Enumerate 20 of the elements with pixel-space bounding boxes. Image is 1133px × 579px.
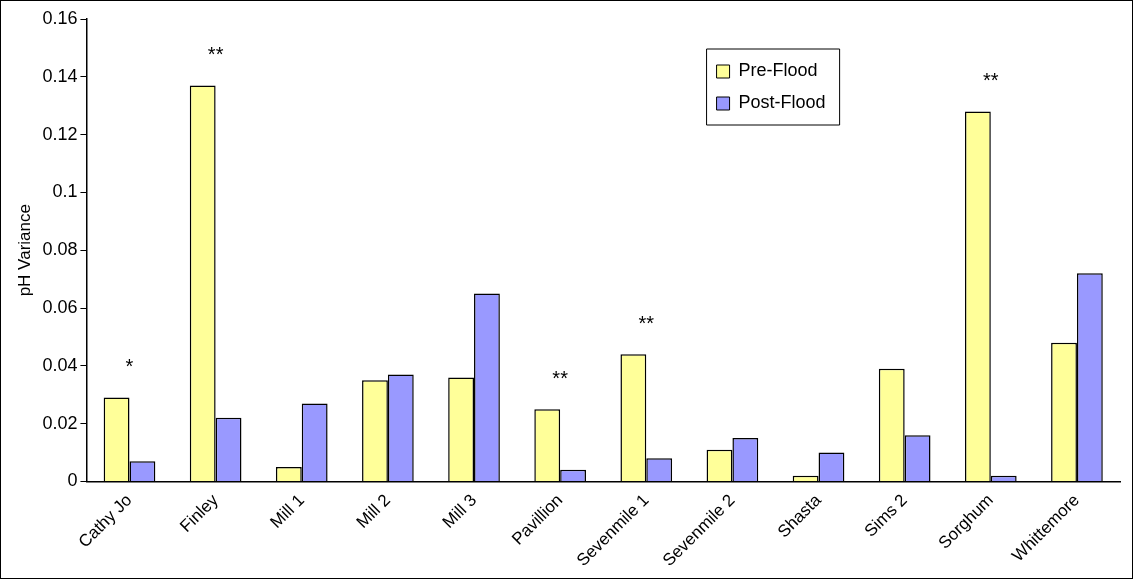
y-tick-label: 0.02: [42, 412, 78, 433]
y-tick-label: 0.12: [42, 123, 78, 144]
annotation: **: [983, 69, 999, 91]
y-tick-label: 0.06: [42, 296, 78, 317]
legend-label: Post-Flood: [738, 91, 826, 112]
y-tick-label: 0: [67, 470, 78, 491]
x-tick-label: Mill 2: [352, 490, 395, 532]
x-tick-label: Mill 1: [266, 490, 308, 532]
annotation: *: [125, 355, 134, 378]
x-tick-label: Mill 3: [438, 490, 481, 532]
y-tick-label: 0.08: [42, 239, 78, 260]
y-tick-label: 0.16: [42, 7, 78, 28]
annotation: **: [552, 366, 569, 389]
annotation: **: [638, 311, 655, 334]
y-tick-label: 0.04: [42, 354, 78, 375]
legend-label: Pre-Flood: [738, 59, 818, 80]
y-tick-label: 0.1: [52, 181, 78, 202]
y-axis-title: pH Variance: [14, 204, 34, 297]
y-tick-label: 0.14: [42, 65, 78, 86]
annotation: **: [207, 42, 224, 65]
